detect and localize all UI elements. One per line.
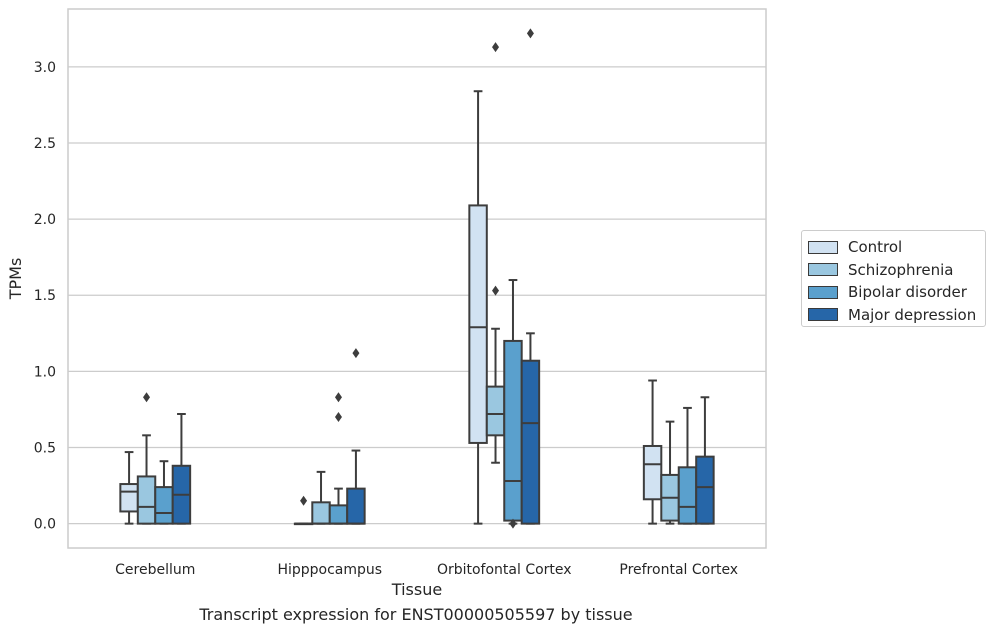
y-tick-label: 2.0 [34, 212, 56, 228]
outlier-point [352, 348, 360, 359]
legend-swatch [808, 308, 838, 322]
x-axis-label: Tissue [391, 580, 442, 599]
box [119, 451, 139, 525]
box-iqr [503, 339, 523, 522]
y-axis-label: TPMs [6, 258, 25, 301]
outlier-point [334, 392, 342, 403]
legend-item: Bipolar disorder [808, 281, 979, 304]
box [520, 28, 541, 525]
series-schizophrenia [136, 42, 680, 525]
y-tick-label: 0.5 [34, 441, 56, 457]
x-tick-label: Orbitofontal Cortex [437, 562, 572, 578]
box [642, 379, 663, 525]
box-iqr [485, 385, 506, 437]
series-bipolar-disorder [154, 279, 698, 529]
legend-item: Control [808, 236, 979, 259]
outlier-point [492, 42, 500, 53]
chart-caption: Transcript expression for ENST0000050559… [199, 605, 633, 624]
outlier-point [143, 392, 151, 403]
outlier-point [526, 28, 534, 39]
outlier-point [300, 495, 308, 506]
legend-swatch [808, 263, 838, 277]
box-iqr [468, 204, 488, 444]
outlier-point [492, 285, 500, 296]
box-iqr [154, 486, 174, 525]
legend: Control Schizophrenia Bipolar disorder Majo… [801, 230, 986, 327]
box [677, 406, 698, 525]
x-tick-label: Hipppocampus [277, 562, 382, 578]
box-iqr [328, 504, 349, 525]
legend-item: Major depression [808, 304, 979, 327]
box [485, 42, 506, 464]
box-iqr [677, 466, 698, 525]
box [468, 90, 488, 525]
plot-frame [67, 8, 767, 549]
legend-label: Bipolar disorder [848, 283, 967, 302]
x-tick-label: Prefrontal Cortex [619, 562, 738, 578]
outlier-point [334, 412, 342, 423]
series-major-depression [171, 28, 715, 525]
box [136, 392, 157, 525]
box-iqr [346, 487, 366, 525]
legend-label: Control [848, 238, 903, 257]
box-iqr [642, 444, 663, 501]
box [171, 413, 192, 525]
box-iqr [119, 483, 139, 513]
box [695, 396, 715, 525]
box-iqr [520, 359, 541, 525]
box [328, 392, 349, 525]
legend-swatch [808, 285, 838, 299]
box-iqr [695, 455, 715, 525]
box-plot-series [119, 28, 715, 529]
box [154, 460, 174, 525]
box-iqr [136, 475, 157, 525]
y-tick-label: 3.0 [34, 60, 56, 76]
legend-item: Schizophrenia [808, 259, 979, 282]
series-control [119, 90, 663, 526]
y-axis-ticks: 0.0 0.5 1.0 1.5 2.0 2.5 3.0 [34, 60, 56, 533]
box [293, 495, 314, 526]
box [311, 470, 331, 525]
box [503, 279, 523, 529]
x-axis-ticks: Cerebellum Hipppocampus Orbitofontal Corte… [115, 562, 738, 578]
outlier-point [509, 518, 517, 529]
box-iqr [311, 501, 331, 525]
y-tick-label: 0.0 [34, 517, 56, 533]
legend-label: Major depression [848, 305, 977, 324]
y-tick-label: 1.5 [34, 288, 56, 304]
grid-lines [68, 66, 766, 525]
box [346, 348, 366, 525]
x-tick-label: Cerebellum [115, 562, 195, 578]
y-tick-label: 1.0 [34, 364, 56, 380]
legend-swatch [808, 240, 838, 254]
box [660, 420, 680, 525]
y-tick-label: 2.5 [34, 136, 56, 152]
legend-label: Schizophrenia [848, 260, 954, 279]
